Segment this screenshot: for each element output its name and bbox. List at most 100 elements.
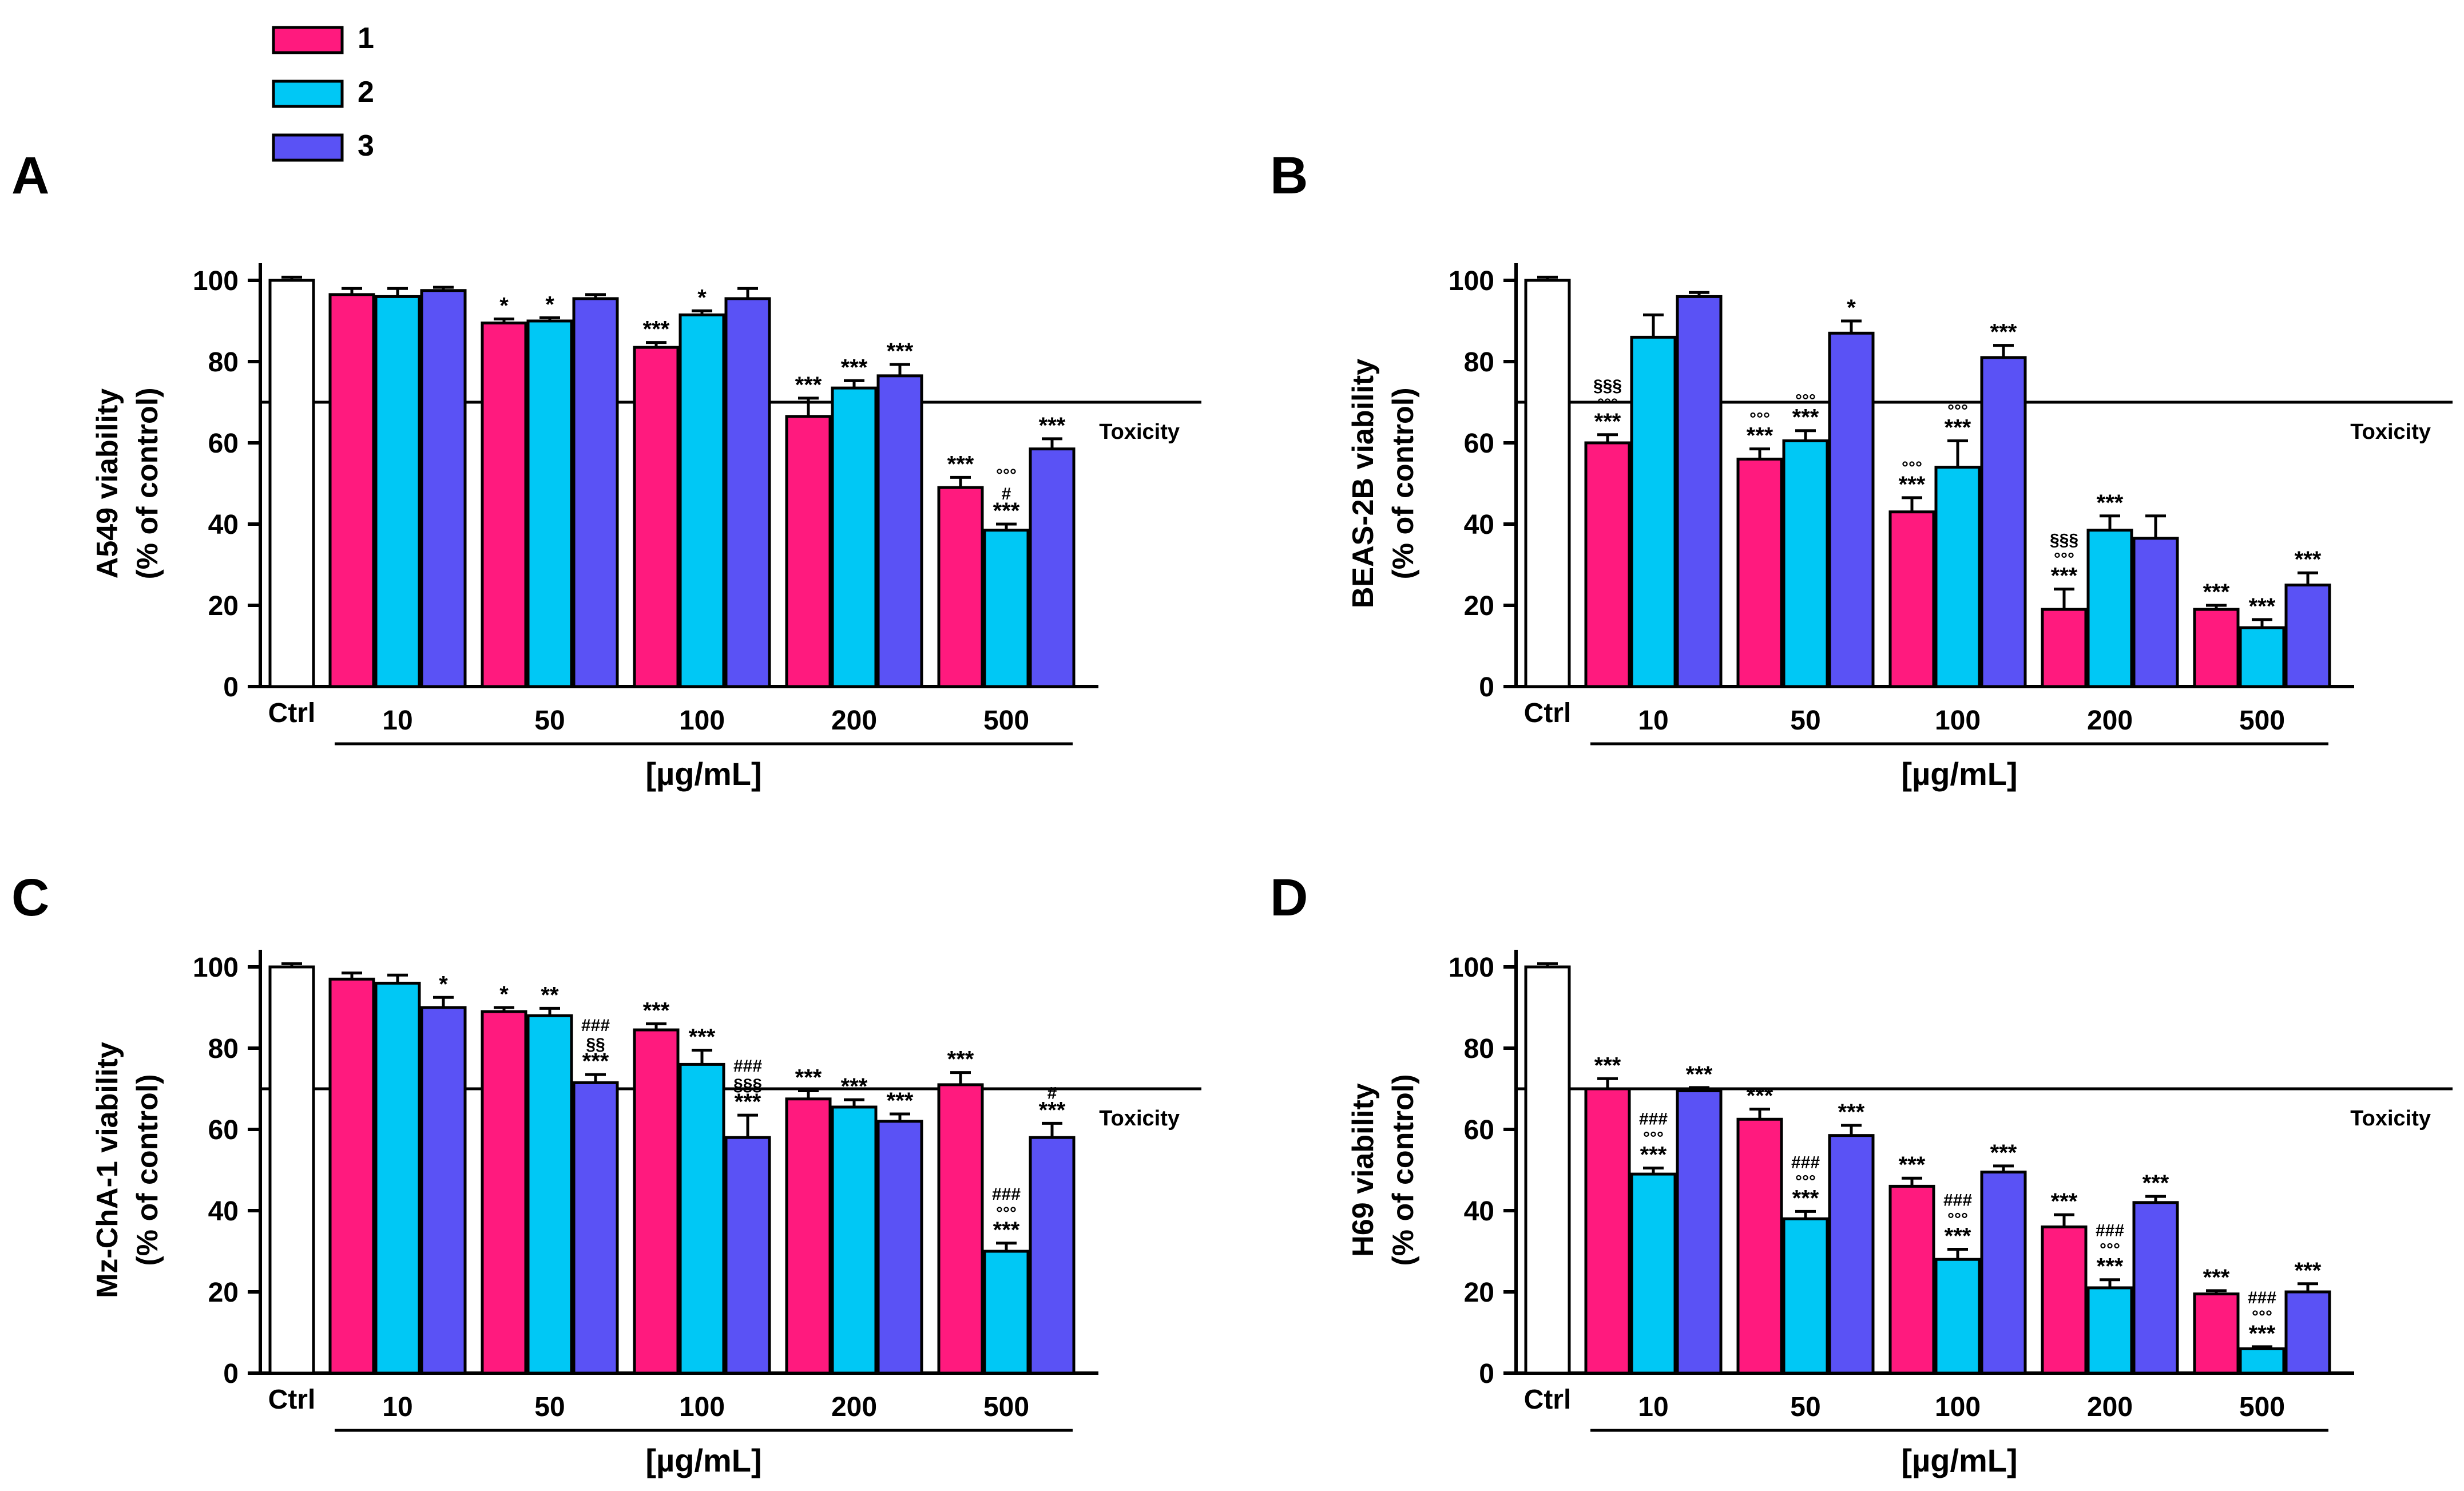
x-tick-label: 200 [831,1392,877,1422]
bar-s1-500 [2193,608,2240,688]
x-tick-label: 500 [983,705,1029,736]
legend-swatch-2 [272,80,344,108]
bar-s3-10 [1676,1089,1723,1375]
bar-s2-200 [2086,1286,2133,1375]
significance-label: °°° [996,466,1017,485]
x-axis-label: [µg/mL] [1901,756,2017,792]
y-axis-label-line1: Mz-ChA-1 viability [91,1042,124,1298]
y-axis-label-line2: (% of control) [1387,1074,1420,1266]
bar-s1-10 [328,293,375,688]
bar-s3-50 [572,1081,619,1375]
significance-label: *** [1945,415,1971,440]
panel-D: D H69 viability (% of control) 0 20 40 60 80 100… [1270,869,2453,1478]
y-tick-label: 0 [223,672,239,703]
significance-label: *** [1594,1053,1621,1078]
significance-label: °°° [1947,1210,1968,1228]
bar-s1-100 [1888,1184,1935,1375]
significance-label: *** [1039,1097,1066,1123]
significance-label: * [499,293,509,318]
y-axis-label-line2: (% of control) [131,387,164,579]
bar-s3-500 [2284,584,2331,688]
bar-s2-200 [2086,529,2133,688]
bar-s2-500 [983,529,1030,688]
bar-s1-50 [481,322,527,688]
significance-label: ** [541,982,559,1008]
bar-s3-500 [2284,1290,2331,1375]
significance-label: ### [733,1057,762,1076]
significance-label: *** [582,1049,609,1074]
bar-s2-500 [2239,626,2286,688]
bar-s2-100 [679,1062,725,1375]
y-axis-label: H69 viability (% of control) [1347,1074,1420,1266]
significance-label: ### [581,1016,610,1035]
bar-s3-200 [876,1120,923,1375]
significance-label: °°° [2100,1240,2120,1259]
bar-s3-200 [2132,537,2179,688]
y-tick-label: 40 [208,1196,239,1227]
legend-swatch-3 [272,133,344,162]
ctrl-tick-label: Ctrl [1524,1385,1572,1415]
y-tick-label: 40 [208,510,239,540]
significance-label: *** [1899,472,1926,497]
y-axis-label-line1: A549 viability [91,388,124,578]
significance-label: °°° [1947,401,1968,420]
y-tick-label: 80 [1464,347,1494,378]
significance-label: °°° [1902,458,1922,477]
x-tick-label: 50 [534,705,565,736]
panel-letter: D [1270,869,1308,927]
ctrl-tick-label: Ctrl [268,1385,316,1415]
significance-label: *** [1899,1152,1926,1177]
y-tick-label: 20 [1464,591,1494,621]
y-tick-label: 20 [1464,1278,1494,1308]
y-tick-label: 100 [193,953,239,983]
y-axis-label: Mz-ChA-1 viability (% of control) [91,1042,164,1298]
bar-s3-100 [1980,356,2027,688]
y-tick-label: 80 [208,347,239,378]
x-tick-label: 100 [1935,1392,1981,1422]
bar-s2-10 [1630,335,1677,688]
toxicity-label: Toxicity [2350,420,2431,444]
significance-label: * [499,982,509,1007]
significance-label: *** [1640,1142,1667,1167]
significance-label: # [1002,485,1011,503]
significance-label: * [545,292,554,317]
y-tick-label: 100 [1449,266,1494,296]
bar-s1-200 [2041,1225,2088,1375]
significance-label: *** [2295,547,2322,572]
significance-label: *** [1747,423,1773,449]
significance-label: §§§ [733,1076,762,1095]
y-tick-label: 100 [193,266,239,296]
bar-s2-10 [374,981,421,1375]
significance-label: *** [1838,1100,1865,1125]
x-tick-label: 10 [382,1392,412,1422]
y-axis-label-line2: (% of control) [1387,387,1420,579]
bar-s3-10 [420,289,467,688]
ctrl-bar [1524,965,1571,1375]
significance-label: *** [2295,1258,2322,1283]
bar-s3-10 [420,1006,467,1375]
significance-label: *** [947,451,974,477]
y-tick-label: 60 [1464,1115,1494,1145]
significance-label: * [1847,295,1856,320]
toxicity-label: Toxicity [1099,420,1180,444]
bar-s1-500 [2193,1292,2240,1375]
y-tick-label: 0 [1479,1359,1494,1389]
significance-label: *** [1990,1140,2017,1165]
x-tick-label: 50 [1790,1392,1820,1422]
significance-label: *** [2203,1265,2230,1290]
significance-label: * [439,971,448,997]
significance-label: *** [2051,564,2078,589]
x-axis-label: [µg/mL] [1901,1442,2017,1478]
bar-s1-50 [481,1010,527,1375]
significance-label: *** [1945,1223,1971,1248]
legend-label-1: 1 [358,22,374,55]
bar-s1-10 [1584,441,1631,688]
significance-label: §§§ [2050,531,2078,550]
significance-label: *** [947,1047,974,1072]
significance-label: *** [993,1218,1020,1243]
bar-s2-200 [831,1105,878,1375]
x-tick-label: 10 [382,705,412,736]
y-tick-label: 40 [1464,1196,1494,1227]
